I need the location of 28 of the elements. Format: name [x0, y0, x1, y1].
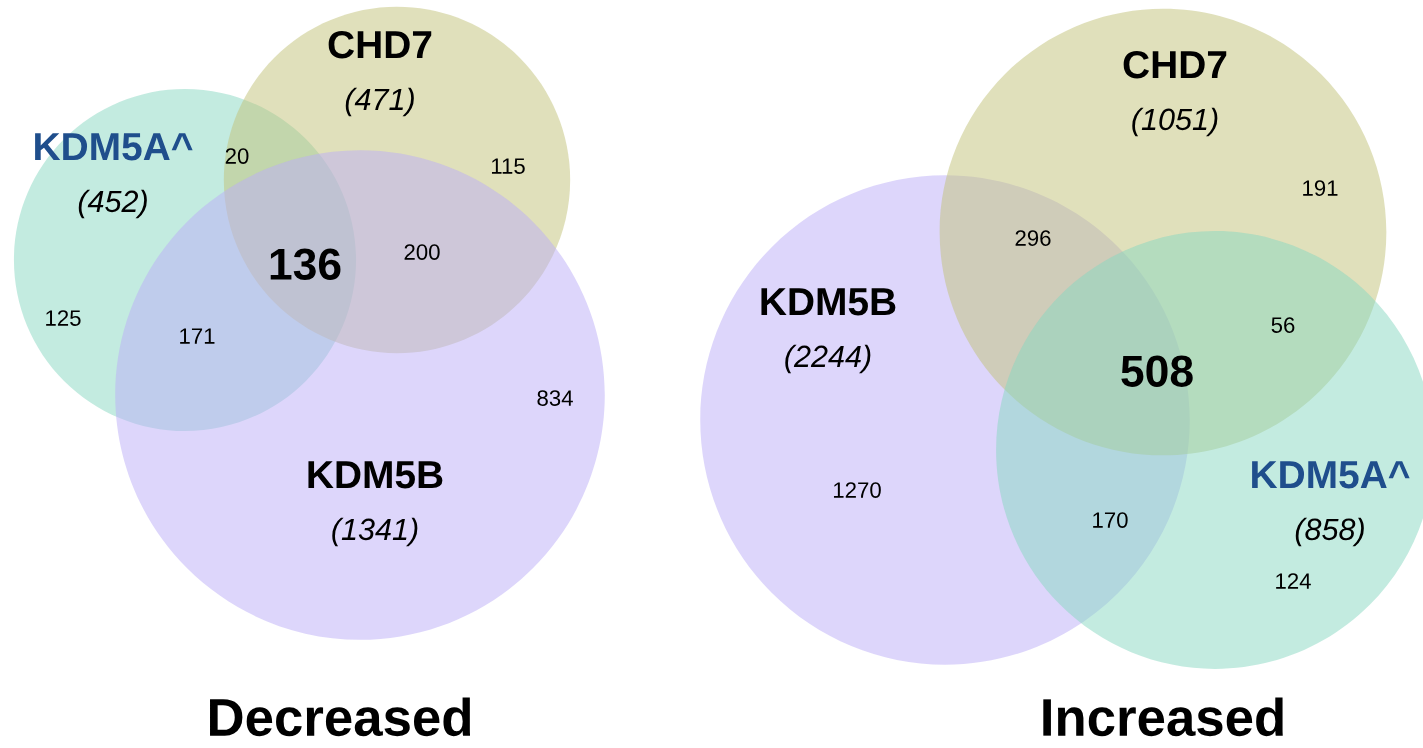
- data-label: (1341): [332, 517, 418, 547]
- text: 191: [1303, 180, 1338, 196]
- category-label: CHD7: [1123, 50, 1227, 79]
- text: 56: [1271, 317, 1295, 333]
- text: 125: [46, 310, 81, 326]
- text: 296: [1015, 230, 1051, 246]
- text: 171: [180, 328, 215, 344]
- text: 508: [1121, 355, 1193, 387]
- text: 1270: [833, 482, 881, 498]
- data-label: (452): [78, 189, 147, 219]
- text: Increased: [1043, 697, 1283, 737]
- text: 200: [404, 244, 440, 260]
- text: 124: [1276, 573, 1311, 589]
- text: 834: [537, 390, 573, 406]
- category-label: KDM5B: [308, 461, 443, 489]
- text: 136: [270, 248, 341, 280]
- category-label: CHD7: [328, 30, 432, 59]
- category-label: KDM5B: [761, 288, 896, 316]
- text: 115: [491, 158, 525, 174]
- text: 170: [1093, 512, 1128, 528]
- data-label: (2244): [785, 344, 871, 374]
- data-label: (858): [1295, 517, 1364, 547]
- text: 20: [225, 148, 249, 164]
- text: Decreased: [210, 697, 471, 737]
- data-label: (1051): [1132, 107, 1218, 137]
- category-label: KDM5A^: [35, 133, 193, 161]
- data-label: (471): [345, 87, 414, 117]
- category-label: KDM5A^: [1252, 461, 1410, 489]
